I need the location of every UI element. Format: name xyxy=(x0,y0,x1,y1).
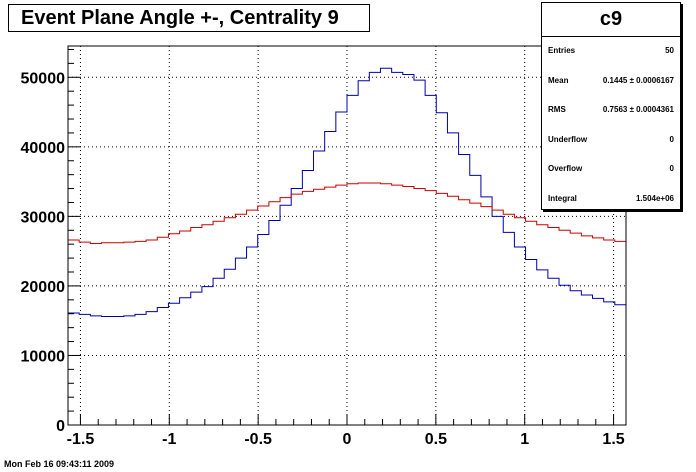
stats-name: c9 xyxy=(542,3,680,37)
stat-value: 0 xyxy=(669,164,674,173)
x-tick-label: -1 xyxy=(162,431,176,448)
histogram-series-2 xyxy=(68,182,626,244)
stat-value: 0.7563 ± 0.0004361 xyxy=(602,105,674,114)
stat-label: Underflow xyxy=(548,134,588,144)
y-tick-label: 20000 xyxy=(21,279,66,296)
stat-row-underflow: Underflow 0 xyxy=(542,126,680,156)
stat-label: Overflow xyxy=(548,164,583,173)
chart-title: Event Plane Angle +-, Centrality 9 xyxy=(8,4,370,32)
histogram-series-1 xyxy=(68,67,626,318)
x-tick-label: 0.5 xyxy=(425,431,447,448)
stats-box: c9 Entries 50 Mean 0.1445 ± 0.0006167 RM… xyxy=(541,2,681,210)
x-tick-label: 0 xyxy=(343,431,352,448)
stat-value: 1.504e+06 xyxy=(635,193,674,203)
stat-value: 0 xyxy=(669,134,674,144)
stat-row-rms: RMS 0.7563 ± 0.0004361 xyxy=(542,96,680,126)
stat-row-entries: Entries 50 xyxy=(542,37,680,67)
y-tick-label: 50000 xyxy=(21,70,66,87)
stat-value: 50 xyxy=(665,46,674,55)
timestamp: Mon Feb 16 09:43:11 2009 xyxy=(4,459,115,469)
grid xyxy=(68,46,626,425)
stat-label: Mean xyxy=(548,75,569,85)
stat-value: 0.1445 ± 0.0006167 xyxy=(602,75,674,85)
y-tick-label: 0 xyxy=(56,418,65,435)
stat-label: Entries xyxy=(548,46,576,55)
x-tick-label: 1 xyxy=(520,431,529,448)
axes: -1.5 -1 -0.5 0 0.5 1 1.5 0 10000 20000 30000 40000 5… xyxy=(21,48,625,448)
stat-label: RMS xyxy=(548,105,566,114)
y-tick-label: 30000 xyxy=(21,209,66,226)
x-tick-label: -1.5 xyxy=(67,431,95,448)
stat-row-mean: Mean 0.1445 ± 0.0006167 xyxy=(542,67,680,97)
stat-label: Integral xyxy=(548,193,577,203)
y-tick-label: 40000 xyxy=(21,140,66,157)
y-tick-label: 10000 xyxy=(21,348,66,365)
series-layer xyxy=(68,67,626,318)
stat-row-overflow: Overflow 0 xyxy=(542,155,680,185)
x-tick-label: -0.5 xyxy=(244,431,272,448)
x-tick-label: 1.5 xyxy=(602,431,624,448)
stat-row-integral: Integral 1.504e+06 xyxy=(542,185,680,215)
